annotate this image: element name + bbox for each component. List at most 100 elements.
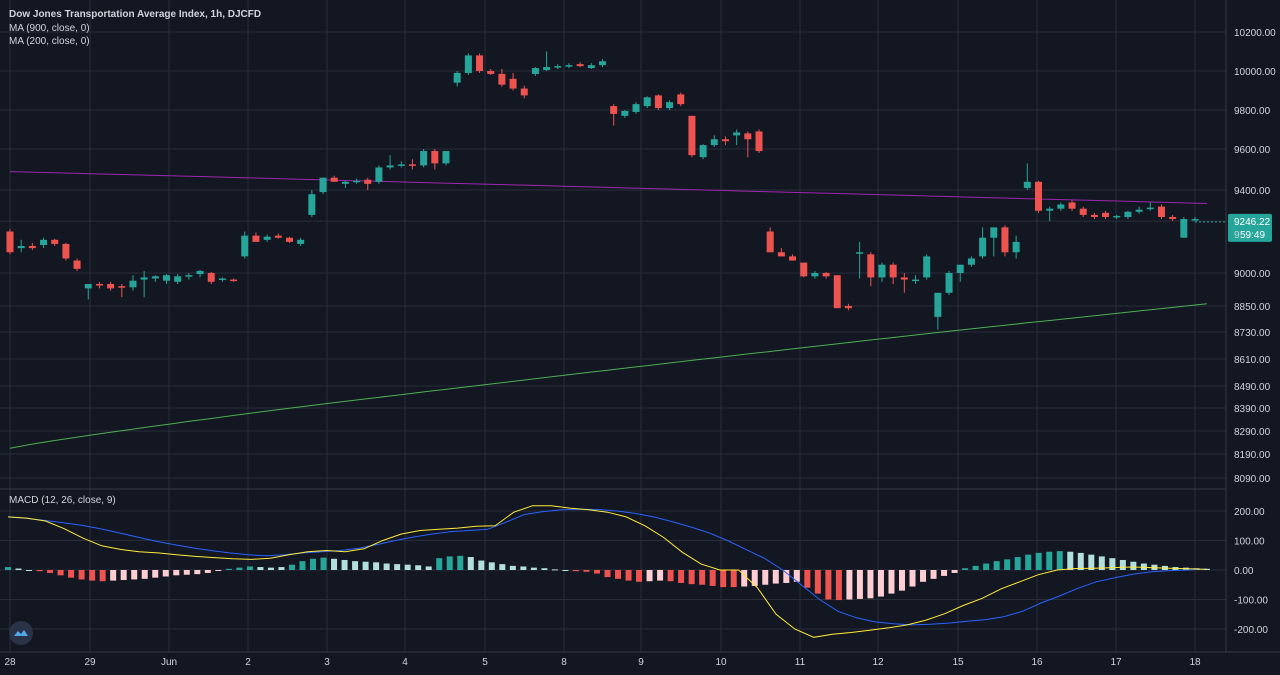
macd-line — [7, 508, 1208, 626]
macd-histogram-bar — [530, 567, 537, 570]
candle-body — [666, 102, 674, 109]
macd-histogram-bar — [457, 555, 464, 570]
macd-histogram-bar — [856, 570, 863, 599]
macd-histogram-bar — [804, 570, 811, 588]
macd-histogram-bar — [646, 570, 653, 582]
macd-histogram-bar — [436, 558, 443, 570]
candle-body — [218, 278, 226, 280]
ma-900-legend: MA (900, close, 0) — [9, 23, 90, 34]
macd-histogram-bar — [404, 564, 411, 570]
candle-body — [95, 284, 103, 286]
macd-histogram-bar — [667, 570, 674, 582]
macd-histogram-bar — [572, 570, 579, 572]
macd-histogram-bar — [509, 565, 516, 570]
candle-body — [755, 131, 763, 152]
candle-body — [319, 177, 327, 193]
candle-body — [51, 239, 59, 244]
candle-body — [442, 151, 450, 164]
candle-body — [341, 181, 349, 184]
macd-histogram-bar — [730, 570, 737, 588]
candle-body — [241, 235, 249, 257]
candle-body — [263, 236, 271, 240]
x-tick-label: 29 — [84, 657, 96, 668]
axes: 10200.0010000.009800.009600.009400.00900… — [4, 28, 1276, 668]
macd-histogram-bar — [657, 570, 664, 581]
macd-histogram-bar — [47, 570, 54, 573]
macd-histogram-bar — [636, 570, 643, 582]
macd-legend: MACD (12, 26, close, 9) — [9, 495, 116, 506]
y-tick-label: 8610.00 — [1234, 355, 1271, 366]
macd-histogram-bar — [425, 566, 432, 570]
candle-body — [1023, 181, 1031, 188]
x-tick-label: 3 — [324, 657, 330, 668]
candle-body — [699, 145, 707, 158]
ma-900-line — [9, 171, 1208, 204]
candle-body — [643, 97, 651, 107]
candle-body — [84, 284, 92, 289]
x-tick-label: 10 — [715, 657, 727, 668]
macd-histogram-bar — [99, 570, 106, 582]
y-tick-label: 8190.00 — [1234, 450, 1271, 461]
macd-histogram-bar — [152, 570, 159, 578]
macd-histogram-bar — [341, 559, 348, 570]
candle-body — [1169, 216, 1177, 220]
y-tick-label: 10000.00 — [1234, 67, 1276, 78]
candle-body — [397, 164, 405, 166]
macd-histogram-bar — [78, 570, 85, 580]
macd-histogram-bar — [972, 565, 979, 570]
macd-y-tick-label: 200.00 — [1234, 507, 1265, 518]
macd-histogram-bar — [909, 570, 916, 587]
macd-histogram-bar — [1067, 551, 1074, 570]
candle-body — [174, 276, 182, 282]
macd-histogram-bar — [983, 563, 990, 570]
macd-histogram-bar — [1098, 556, 1105, 570]
candle-body — [789, 256, 797, 261]
candle-body — [1057, 204, 1065, 209]
macd-histogram-bar — [278, 567, 285, 570]
macd-histogram-bar — [267, 567, 274, 570]
candle-body — [62, 243, 70, 259]
macd-y-tick-label: 0.00 — [1234, 566, 1254, 577]
candle-body — [990, 227, 998, 238]
candle-body — [308, 194, 316, 215]
macd-histogram-bar — [1130, 561, 1137, 570]
candle-body — [1113, 215, 1121, 218]
macd-histogram-bar — [930, 570, 937, 579]
macd-histogram-bar — [1025, 554, 1032, 570]
last-price-tag — [1228, 213, 1272, 242]
candle-body — [375, 167, 383, 182]
candle-body — [408, 164, 416, 166]
candle-body — [710, 139, 718, 146]
macd-histogram-bar — [310, 558, 317, 570]
macd-histogram-bar — [1204, 568, 1210, 570]
candle-body — [677, 94, 685, 105]
macd-histogram-bar — [720, 570, 727, 588]
macd-histogram-bar — [814, 570, 821, 594]
candle-body — [1079, 208, 1087, 215]
macd-histogram-bar — [993, 561, 1000, 570]
logo-icon[interactable] — [9, 621, 33, 645]
candle-body — [386, 165, 394, 168]
candle-body — [923, 256, 931, 278]
candle-body — [1012, 241, 1020, 253]
x-tick-label: 4 — [402, 657, 408, 668]
macd-histogram-bar — [846, 570, 853, 600]
candle-body — [1157, 206, 1165, 217]
macd-histogram-bar — [120, 570, 127, 581]
candle-body — [856, 252, 864, 254]
grid — [0, 0, 1280, 653]
macd-histogram-bar — [215, 570, 222, 571]
macd-histogram-bar — [699, 570, 706, 585]
candle-body — [1102, 212, 1110, 217]
y-tick-label: 8850.00 — [1234, 302, 1271, 313]
macd-histogram-bar — [793, 570, 800, 582]
last-price-label: 9246.22 — [1234, 217, 1271, 228]
candle-body — [420, 151, 428, 166]
macd-histogram-bar — [1140, 563, 1147, 570]
macd-histogram-bar — [962, 568, 969, 570]
x-tick-label: Jun — [161, 657, 177, 668]
macd-histogram-bar — [898, 570, 905, 591]
macd-histogram-bar — [446, 556, 453, 570]
candle-body — [487, 71, 495, 74]
